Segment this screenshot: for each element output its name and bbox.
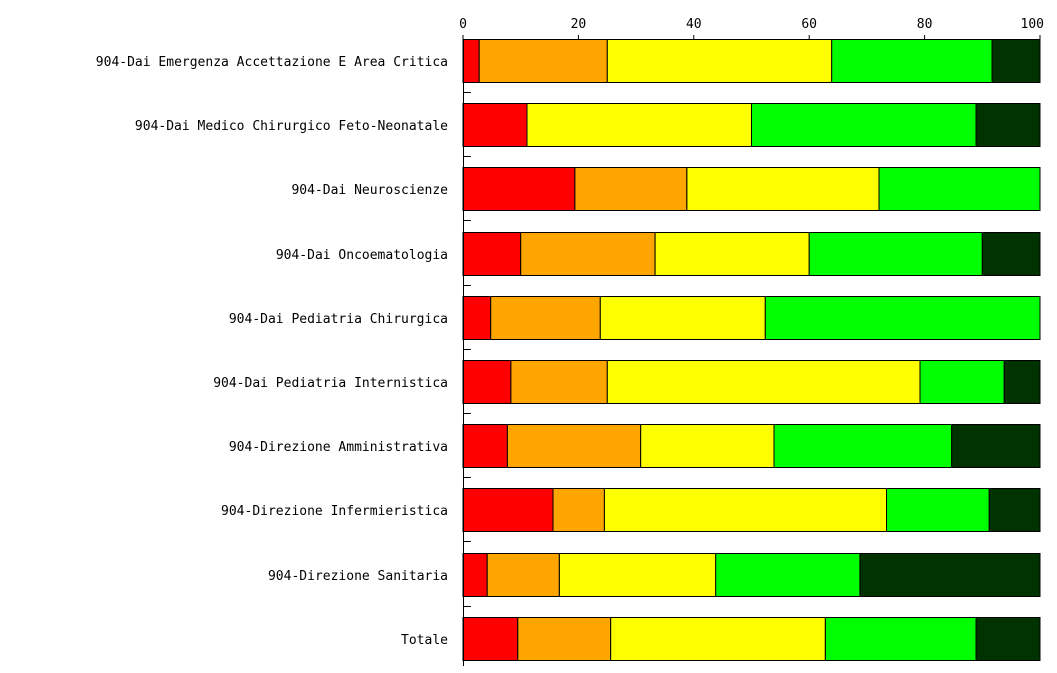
bar-segment — [462, 232, 522, 276]
bar-segment — [606, 39, 833, 83]
bar-segment — [878, 167, 1041, 211]
bar-segment — [981, 232, 1041, 276]
bar-segment — [991, 39, 1041, 83]
bar-segment — [462, 103, 528, 147]
x-tick-label: 0 — [459, 17, 467, 32]
y-category-label: 904-Dai Pediatria Internistica — [213, 376, 448, 391]
bar-segment — [574, 167, 688, 211]
bar-segment — [462, 488, 554, 532]
bar-segment — [510, 360, 608, 404]
bar-segment — [919, 360, 1005, 404]
x-tick-label: 20 — [571, 17, 587, 32]
x-tick-label: 60 — [801, 17, 817, 32]
bar-segment — [1003, 360, 1041, 404]
bar-segment — [486, 553, 560, 597]
bar-segment — [951, 424, 1041, 468]
y-category-label: 904-Dai Emergenza Accettazione E Area Cr… — [96, 55, 448, 70]
bar-segment — [654, 232, 810, 276]
bar-segment — [751, 103, 977, 147]
bar-segment — [478, 39, 608, 83]
bar-segment — [462, 167, 576, 211]
bar-segment — [462, 296, 492, 340]
bar-segment — [490, 296, 601, 340]
bar-segment — [824, 617, 977, 661]
bar-segment — [975, 103, 1041, 147]
bar-segment — [606, 360, 921, 404]
x-axis-ticks: 0 20 40 60 80 100 — [459, 17, 1044, 39]
bar-segment — [462, 39, 480, 83]
bar-segment — [599, 296, 766, 340]
bar-segment — [610, 617, 826, 661]
y-category-label: Totale — [401, 633, 448, 648]
bar-segment — [462, 617, 519, 661]
bar-segment — [558, 553, 717, 597]
y-category-label: 904-Direzione Infermieristica — [221, 504, 448, 519]
bar-segment — [715, 553, 861, 597]
bar-segment — [808, 232, 983, 276]
y-category-label: 904-Dai Pediatria Chirurgica — [229, 312, 448, 327]
bar-segment — [603, 488, 888, 532]
y-axis-labels: 904-Dai Emergenza Accettazione E Area Cr… — [96, 55, 448, 648]
bar-segment — [526, 103, 752, 147]
bar-segment — [462, 360, 512, 404]
y-category-label: 904-Direzione Sanitaria — [268, 569, 448, 584]
bar-segment — [686, 167, 880, 211]
bar-segment — [886, 488, 990, 532]
bar-segment — [773, 424, 953, 468]
bar-segment — [831, 39, 993, 83]
bar-segment — [859, 553, 1041, 597]
bar-segment — [517, 617, 612, 661]
bar-segment — [462, 424, 508, 468]
bar-segment — [975, 617, 1041, 661]
bars — [462, 39, 1041, 666]
x-tick-label: 40 — [686, 17, 702, 32]
y-category-label: 904-Direzione Amministrativa — [229, 440, 448, 455]
y-category-label: 904-Dai Oncoematologia — [276, 248, 448, 263]
x-tick-label: 100 — [1021, 17, 1044, 32]
bar-segment — [462, 553, 488, 597]
bar-segment — [520, 232, 656, 276]
y-category-label: 904-Dai Neuroscienze — [291, 183, 448, 198]
bar-segment — [988, 488, 1041, 532]
y-category-label: 904-Dai Medico Chirurgico Feto-Neonatale — [135, 119, 448, 134]
x-tick-label: 80 — [917, 17, 933, 32]
bar-segment — [552, 488, 605, 532]
bar-segment — [506, 424, 642, 468]
bar-segment — [764, 296, 1041, 340]
bar-segment — [640, 424, 775, 468]
